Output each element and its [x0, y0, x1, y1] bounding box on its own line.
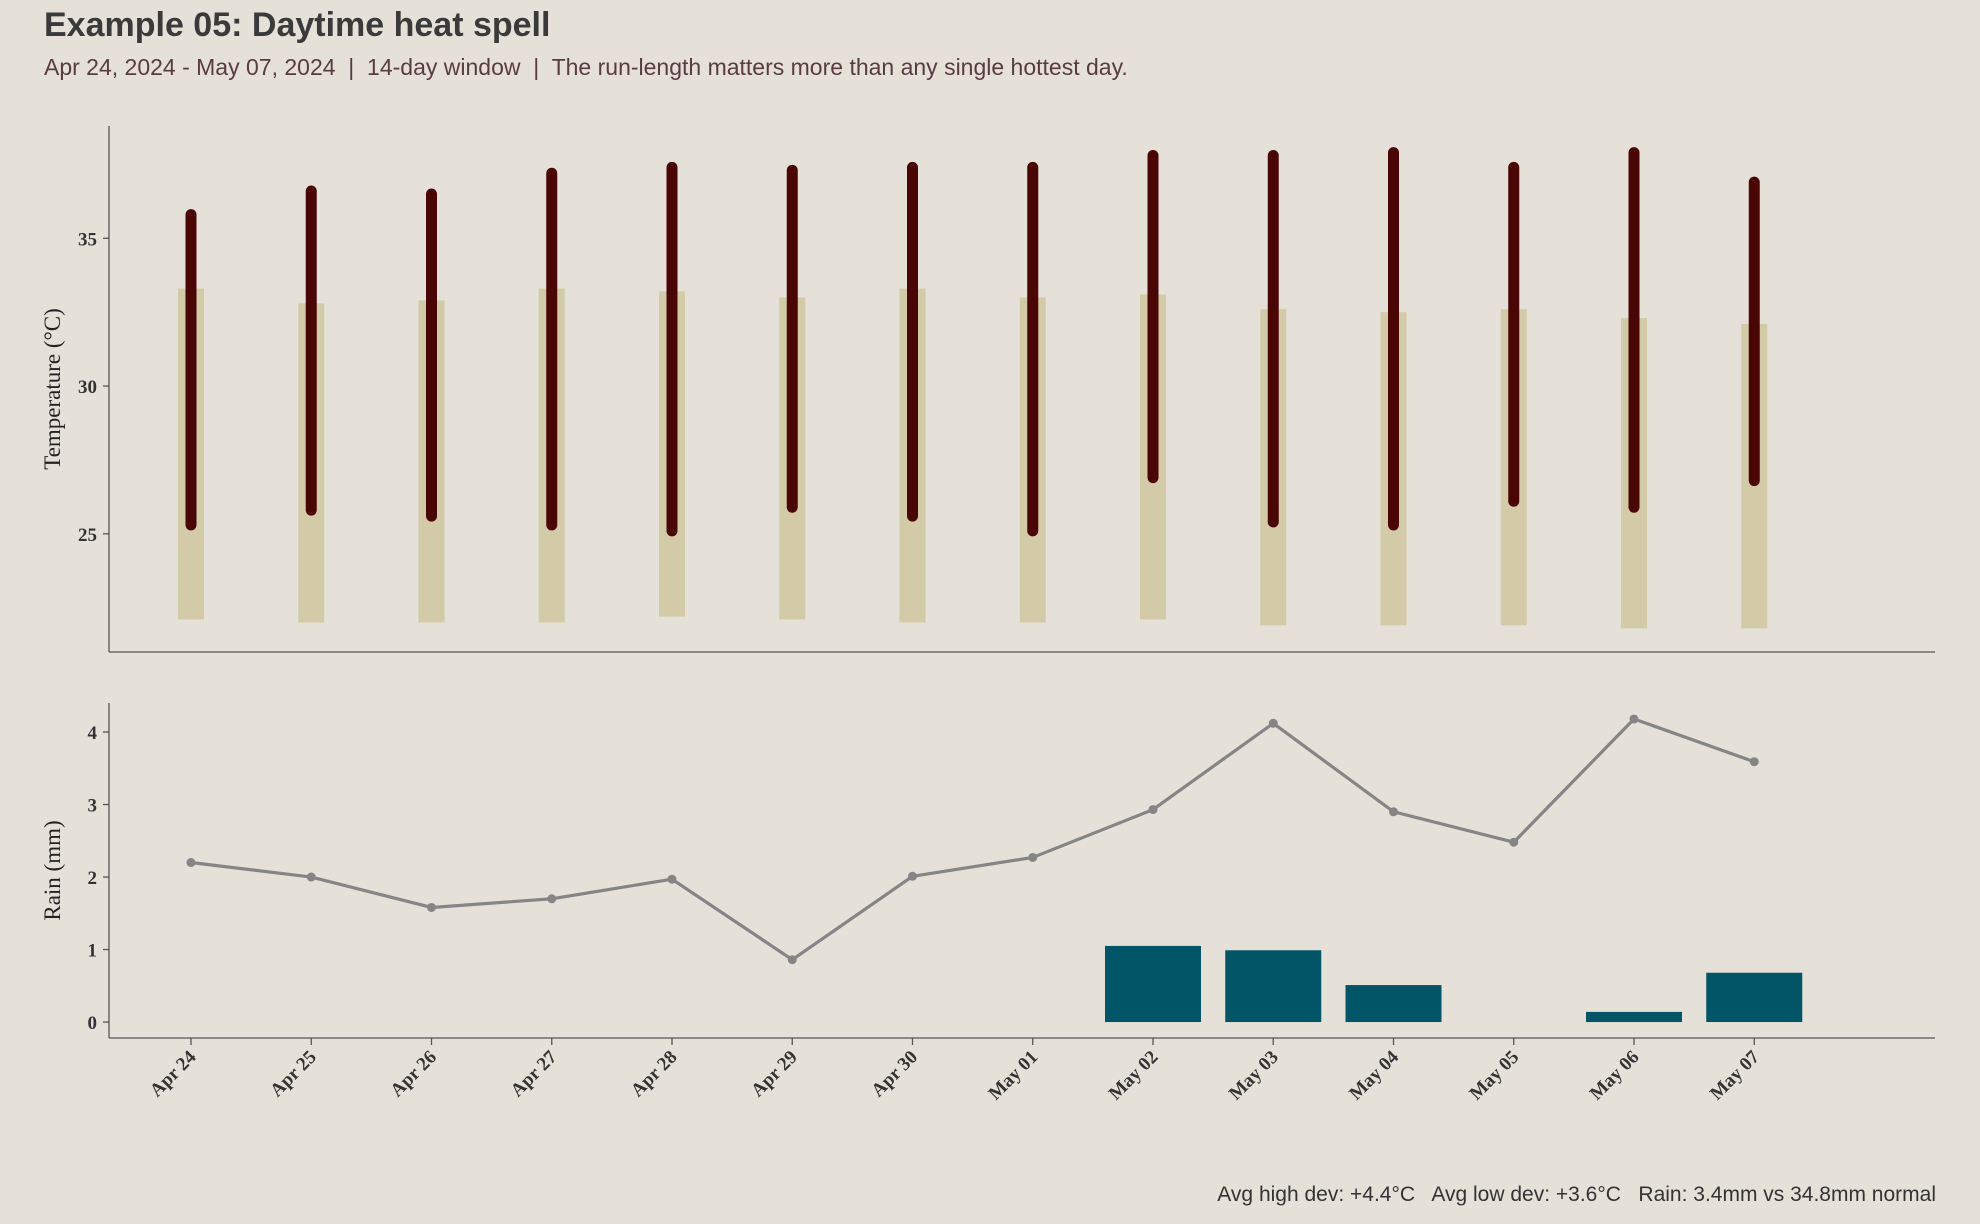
temp-y-tick-label: 35 — [78, 229, 97, 250]
x-tick-label: May 01 — [985, 1047, 1043, 1105]
rain-y-tick-label: 2 — [88, 868, 98, 889]
rain-y-tick-label: 0 — [88, 1013, 98, 1034]
normal-rain-point — [1148, 805, 1158, 815]
normal-rain-point — [547, 894, 557, 904]
x-tick-label: May 03 — [1225, 1047, 1283, 1105]
rain-y-axis-title: Rain (mm) — [40, 820, 65, 920]
normal-rain-point — [1749, 757, 1759, 767]
normal-rain-line — [190, 717, 1755, 962]
normal-rain-point — [1389, 807, 1398, 817]
normal-rain-point — [1028, 852, 1038, 862]
x-tick-label: Apr 30 — [867, 1047, 922, 1102]
normal-rain-point — [186, 858, 196, 868]
observed-rain-bar — [1586, 1011, 1682, 1023]
x-tick-label: Apr 26 — [386, 1047, 441, 1102]
observed-rain-bar — [1105, 945, 1201, 1023]
rain-y-tick-label: 1 — [88, 941, 98, 962]
x-tick-label: Apr 29 — [747, 1047, 802, 1102]
normal-rain-point — [1268, 718, 1278, 728]
normal-rain-point — [908, 871, 917, 881]
rain-y-tick-label: 3 — [88, 796, 98, 817]
chart-subtitle: Apr 24, 2024 - May 07, 2024 | 14-day win… — [44, 54, 1128, 80]
normal-rain-point — [667, 874, 677, 884]
x-tick-label: May 06 — [1586, 1047, 1644, 1105]
observed-rain-bar — [1345, 985, 1442, 1023]
x-tick-label: Apr 28 — [627, 1047, 682, 1102]
temp-y-axis-title: Temperature (°C) — [40, 308, 65, 469]
chart-title: Example 05: Daytime heat spell — [44, 6, 551, 44]
x-tick-label: Apr 27 — [507, 1046, 562, 1101]
observed-rain-bar — [1225, 950, 1322, 1023]
x-tick-label: Apr 24 — [146, 1046, 201, 1101]
x-tick-label: May 05 — [1466, 1047, 1524, 1105]
observed-rain-bar — [1706, 972, 1803, 1023]
normal-rain-point — [1509, 837, 1519, 847]
temp-y-tick-label: 30 — [78, 377, 97, 398]
x-tick-label: Apr 25 — [266, 1047, 321, 1102]
x-tick-label: May 07 — [1706, 1046, 1764, 1104]
normal-rain-point — [787, 955, 797, 965]
x-tick-label: May 04 — [1345, 1046, 1403, 1104]
normal-rain-point — [427, 902, 436, 912]
normal-rain-point — [306, 872, 316, 882]
rain-y-tick-label: 4 — [88, 723, 98, 744]
x-tick-label: May 02 — [1105, 1047, 1163, 1105]
temp-y-tick-label: 25 — [78, 525, 97, 546]
summary-footer: Avg high dev: +4.4°C Avg low dev: +3.6°C… — [1217, 1183, 1936, 1206]
normal-rain-point — [1629, 714, 1639, 724]
